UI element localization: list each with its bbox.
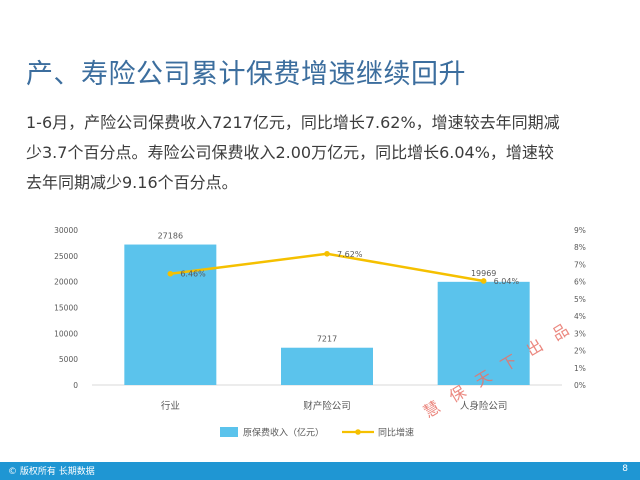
bar-value-label: 19969 (471, 269, 496, 278)
footer-bar: © 版权所有 长期数据 8 (0, 462, 640, 480)
growth-point (480, 278, 487, 284)
y-right-tick-label: 2% (574, 347, 586, 356)
slide-title: 产、寿险公司累计保费增速继续回升 (26, 59, 466, 90)
y-right-tick-label: 6% (574, 278, 586, 287)
x-category-label: 人身险公司 (460, 400, 508, 412)
copyright-text: © 版权所有 长期数据 (8, 467, 95, 477)
growth-point (167, 270, 174, 277)
growth-value-label: 6.46% (180, 270, 206, 279)
summary-line-3: 去年同期减少9.16个百分点。 (26, 173, 238, 192)
legend-line-marker (355, 429, 361, 435)
x-category-label: 财产险公司 (303, 400, 351, 412)
y-right-tick-label: 0% (574, 381, 586, 390)
y-left-tick-label: 15000 (54, 304, 78, 313)
y-left-tick-label: 20000 (54, 278, 78, 287)
bar-3 (437, 281, 530, 385)
growth-line (170, 252, 484, 283)
y-left-tick-label: 0 (73, 381, 78, 390)
y-left-tick-label: 25000 (54, 252, 78, 261)
summary-paragraph: 1-6月，产险公司保费收入7217亿元，同比增长7.62%，增速较去年同期减 少… (26, 108, 626, 198)
y-left-tick-label: 10000 (54, 329, 78, 338)
y-left-tick-label: 5000 (59, 355, 78, 364)
growth-point (324, 250, 330, 257)
summary-line-2: 少3.7个百分点。寿险公司保费收入2.00万亿元，同比增长6.04%，增速较 (26, 143, 554, 162)
growth-value-label: 6.04% (494, 277, 520, 286)
y-right-tick-label: 4% (574, 312, 586, 321)
legend-line-label: 同比增速 (378, 427, 414, 439)
y-right-tick-label: 9% (574, 226, 586, 235)
bar-value-label: 7217 (317, 335, 337, 344)
page-number: 8 (622, 464, 628, 474)
y-right-tick-label: 1% (574, 364, 586, 373)
y-right-tick-label: 8% (574, 243, 586, 252)
summary-line-1: 1-6月，产险公司保费收入7217亿元，同比增长7.62%，增速较去年同期减 (26, 113, 560, 132)
y-right-tick-label: 5% (574, 295, 586, 304)
y-right-tick-label: 3% (574, 329, 586, 338)
bar-1 (124, 244, 217, 385)
bar-value-label: 27186 (158, 232, 183, 241)
legend-bar-swatch (220, 427, 238, 437)
bar-2 (281, 347, 373, 385)
y-left-tick-label: 30000 (54, 226, 78, 235)
growth-value-label: 7.62% (337, 250, 363, 259)
y-right-tick-label: 7% (574, 260, 586, 269)
legend-bar-label: 原保费收入（亿元） (243, 427, 324, 439)
x-category-label: 行业 (161, 400, 180, 412)
